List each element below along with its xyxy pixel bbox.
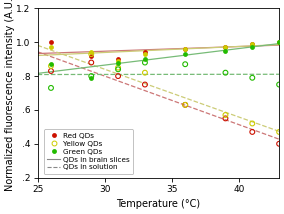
Point	[143, 52, 147, 56]
Point	[250, 130, 254, 134]
Point	[277, 83, 281, 86]
Point	[89, 54, 93, 58]
Point	[49, 62, 53, 66]
Point	[183, 52, 187, 56]
Point	[116, 59, 120, 62]
Point	[116, 57, 120, 61]
Point	[143, 57, 147, 61]
Point	[89, 51, 93, 54]
Point	[143, 71, 147, 74]
Point	[143, 61, 147, 64]
Point	[116, 61, 120, 64]
Point	[116, 74, 120, 78]
Point	[183, 47, 187, 51]
Point	[223, 49, 228, 52]
Point	[143, 83, 147, 86]
Point	[223, 46, 228, 49]
Point	[183, 103, 187, 107]
Point	[183, 47, 187, 51]
Point	[250, 42, 254, 46]
Point	[49, 46, 53, 49]
Point	[183, 62, 187, 66]
Point	[116, 68, 120, 71]
Point	[277, 40, 281, 44]
Point	[250, 42, 254, 46]
Point	[49, 69, 53, 73]
Point	[277, 142, 281, 146]
Y-axis label: Normalized fluorescence intensity (A.U.): Normalized fluorescence intensity (A.U.)	[5, 0, 15, 191]
Point	[49, 86, 53, 90]
Point	[250, 76, 254, 79]
Point	[250, 46, 254, 49]
Point	[223, 71, 228, 74]
Point	[116, 66, 120, 69]
Point	[223, 113, 228, 117]
Point	[89, 74, 93, 78]
Point	[277, 130, 281, 134]
Point	[143, 51, 147, 54]
Point	[183, 103, 187, 107]
Point	[277, 40, 281, 44]
Point	[223, 117, 228, 120]
X-axis label: Temperature (°C): Temperature (°C)	[116, 199, 201, 209]
Point	[49, 40, 53, 44]
Point	[89, 52, 93, 56]
Point	[277, 40, 281, 44]
Legend: Red QDs, Yellow QDs, Green QDs, QDs in brain slices, QDs in solution: Red QDs, Yellow QDs, Green QDs, QDs in b…	[44, 129, 133, 174]
Point	[250, 122, 254, 125]
Point	[89, 76, 93, 79]
Point	[89, 61, 93, 64]
Point	[49, 64, 53, 68]
Point	[223, 46, 228, 49]
